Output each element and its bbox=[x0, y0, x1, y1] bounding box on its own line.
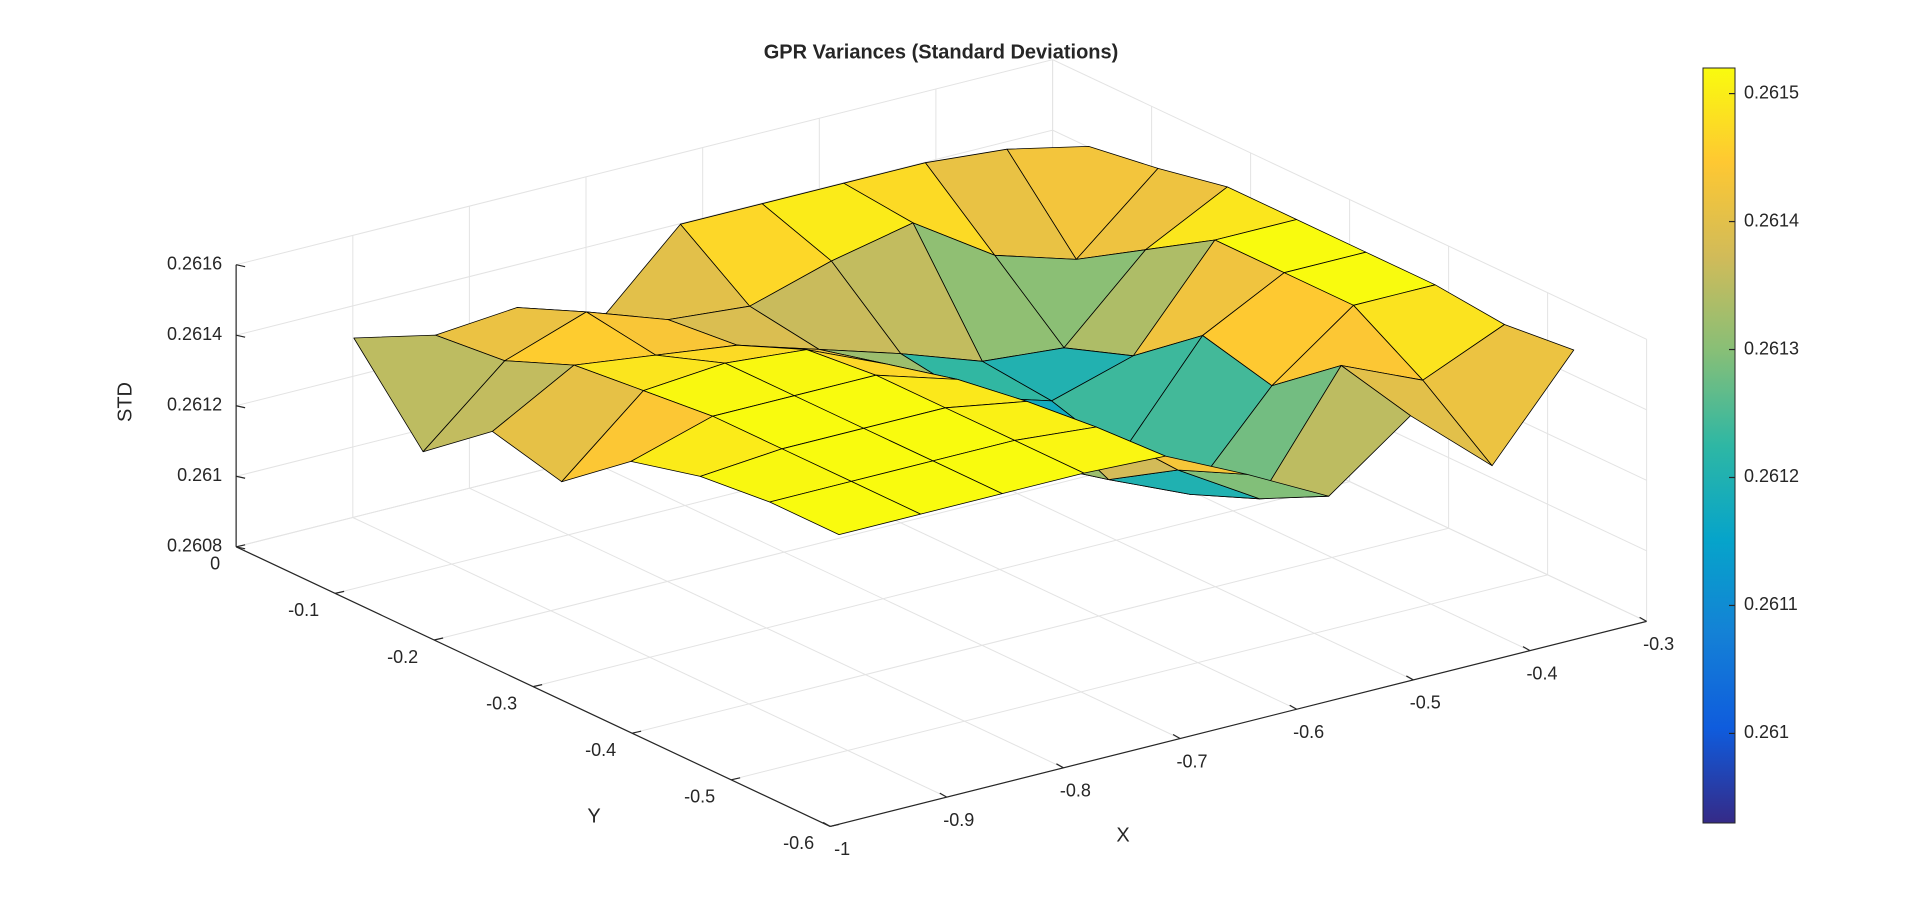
z-axis-label: STD bbox=[114, 382, 136, 422]
z-tick bbox=[235, 475, 246, 479]
x-tick-label: -0.9 bbox=[943, 810, 974, 830]
x-tick-label: -1 bbox=[834, 839, 850, 859]
colorbar-tick-label: 0.2613 bbox=[1744, 338, 1799, 358]
z-tick bbox=[235, 405, 246, 409]
x-tick bbox=[1172, 734, 1181, 740]
x-tick bbox=[822, 821, 831, 827]
y-tick bbox=[334, 590, 345, 594]
y-tick bbox=[731, 777, 741, 781]
z-tick-label: 0.2614 bbox=[167, 324, 222, 344]
x-tick-label: -0.7 bbox=[1177, 751, 1208, 771]
y-tick bbox=[235, 544, 246, 548]
grid-line bbox=[235, 59, 1647, 340]
colorbar-tick-label: 0.2611 bbox=[1744, 594, 1798, 614]
y-tick-label: -0.4 bbox=[585, 740, 616, 760]
z-tick bbox=[235, 546, 246, 550]
z-tick-label: 0.2608 bbox=[167, 536, 222, 556]
z-tick bbox=[235, 264, 246, 268]
y-tick-label: -0.5 bbox=[684, 787, 715, 807]
x-tick bbox=[1056, 763, 1064, 769]
x-axis bbox=[829, 620, 1647, 827]
colorbar-tick-label: 0.2615 bbox=[1744, 82, 1799, 102]
y-tick bbox=[433, 637, 444, 641]
y-tick bbox=[631, 730, 642, 734]
y-tick-label: -0.1 bbox=[288, 600, 319, 620]
z-tick bbox=[235, 334, 246, 338]
x-tick-label: -0.3 bbox=[1643, 634, 1674, 654]
y-axis-label: Y bbox=[587, 805, 600, 827]
colorbar-tick-label: 0.261 bbox=[1744, 722, 1789, 742]
colorbar bbox=[1702, 67, 1736, 824]
x-tick bbox=[1522, 646, 1531, 652]
y-tick-label: -0.6 bbox=[783, 833, 814, 853]
x-tick-label: -0.4 bbox=[1526, 663, 1557, 683]
x-axis-label: X bbox=[1116, 824, 1129, 846]
colorbar-tick-label: 0.2612 bbox=[1744, 466, 1799, 486]
z-tick-label: 0.2616 bbox=[167, 253, 222, 273]
surface-face bbox=[769, 480, 921, 535]
y-tick bbox=[830, 823, 840, 827]
chart-title: GPR Variances (Standard Deviations) bbox=[764, 41, 1119, 63]
colorbar-tick-label: 0.2614 bbox=[1744, 210, 1799, 230]
x-tick bbox=[1289, 704, 1297, 710]
y-tick bbox=[532, 684, 543, 688]
z-tick-label: 0.261 bbox=[177, 465, 222, 485]
x-tick bbox=[1406, 675, 1414, 681]
x-tick bbox=[939, 792, 948, 798]
x-tick bbox=[1639, 616, 1647, 622]
z-tick-label: 0.2612 bbox=[167, 394, 222, 414]
x-tick-label: -0.8 bbox=[1060, 781, 1091, 801]
y-tick-label: 0 bbox=[210, 554, 220, 574]
x-tick-label: -0.5 bbox=[1410, 693, 1441, 713]
y-tick-label: -0.2 bbox=[387, 647, 418, 667]
x-tick-label: -0.6 bbox=[1293, 722, 1324, 742]
y-tick-label: -0.3 bbox=[486, 693, 517, 713]
